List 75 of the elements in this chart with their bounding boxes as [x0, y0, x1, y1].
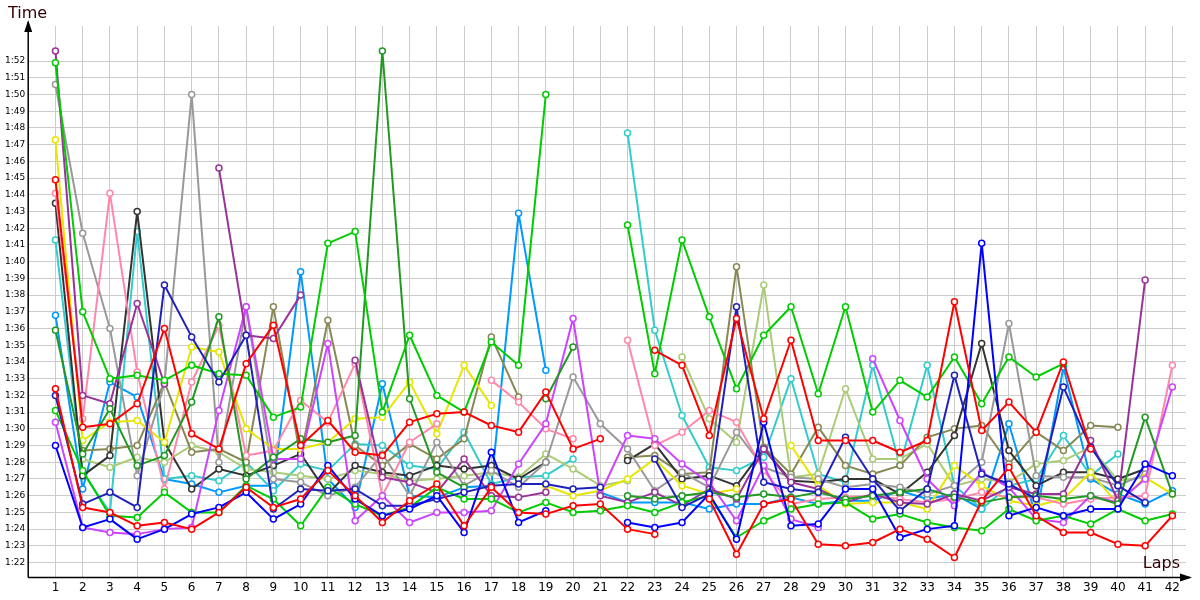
y-tick-label: 1:43 [4, 205, 26, 216]
y-tick-label: 1:39 [4, 272, 26, 283]
x-tick-label: 40 [1110, 579, 1126, 594]
x-tick-label: 15 [429, 579, 445, 594]
x-tick-label: 5 [160, 579, 169, 594]
x-tick-label: 38 [1055, 579, 1072, 594]
y-tick-label: 1:26 [4, 490, 26, 501]
x-tick-label: 21 [592, 579, 608, 594]
x-tick-label: 35 [974, 579, 990, 594]
y-tick-label: 1:41 [4, 239, 26, 250]
y-tick-label: 1:44 [4, 189, 26, 200]
y-tick-label: 1:52 [4, 55, 26, 66]
x-tick-label: 32 [892, 579, 908, 594]
x-tick-label: 20 [565, 579, 581, 594]
y-tick-label: 1:27 [4, 473, 26, 484]
y-tick-label: 1:38 [4, 289, 26, 300]
y-tick-label: 1:34 [4, 356, 26, 367]
x-tick-label: 30 [837, 579, 854, 594]
x-tick-label: 16 [456, 579, 472, 594]
x-tick-label: 10 [292, 579, 309, 594]
x-tick-label: 3 [106, 579, 114, 594]
y-tick-label: 1:42 [4, 222, 26, 233]
y-tick-label: 1:50 [4, 88, 26, 99]
y-tick-label: 1:28 [4, 456, 26, 467]
y-tick-label: 1:46 [4, 155, 26, 166]
y-tick-label: 1:24 [4, 523, 26, 534]
x-tick-label: 27 [756, 579, 772, 594]
x-tick-label: 31 [865, 579, 881, 594]
x-tick-label: 12 [347, 579, 363, 594]
x-tick-label: 1 [51, 579, 60, 594]
y-tick-label: 1:47 [4, 139, 26, 150]
y-tick-label: 1:25 [4, 506, 26, 517]
x-axis-title: Laps [1142, 552, 1180, 572]
x-tick-label: 8 [242, 579, 250, 594]
x-tick-label: 41 [1137, 579, 1153, 594]
x-tick-label: 9 [269, 579, 278, 594]
x-tick-label: 37 [1028, 579, 1044, 594]
x-tick-label: 24 [674, 579, 690, 594]
x-tick-label: 2 [78, 579, 87, 594]
y-tick-label: 1:32 [4, 389, 26, 400]
x-tick-label: 14 [401, 579, 418, 594]
x-tick-label: 11 [320, 579, 336, 594]
x-tick-label: 7 [215, 579, 223, 594]
x-tick-label: 28 [783, 579, 799, 594]
x-tick-label: 34 [946, 579, 963, 594]
x-tick-label: 29 [810, 579, 826, 594]
y-tick-label: 1:33 [4, 373, 26, 384]
y-tick-label: 1:51 [4, 72, 26, 83]
y-tick-label: 1:30 [4, 423, 26, 434]
x-tick-label: 22 [619, 579, 636, 594]
x-tick-label: 33 [919, 579, 935, 594]
x-tick-label: 39 [1083, 579, 1099, 594]
x-tick-label: 23 [647, 579, 663, 594]
y-tick-label: 1:49 [4, 105, 26, 116]
y-tick-label: 1:29 [4, 439, 26, 450]
x-tick-label: 18 [510, 579, 527, 594]
x-tick-label: 26 [728, 579, 745, 594]
y-tick-label: 1:40 [4, 256, 26, 267]
x-tick-label: 13 [374, 579, 390, 594]
x-tick-label: 6 [187, 579, 196, 594]
y-tick-label: 1:23 [4, 540, 26, 551]
x-tick-label: 17 [483, 579, 499, 594]
x-tick-label: 25 [701, 579, 717, 594]
x-tick-label: 36 [1001, 579, 1017, 594]
x-tick-label: 42 [1164, 579, 1181, 594]
y-tick-label: 1:36 [4, 322, 26, 333]
y-tick-label: 1:37 [4, 306, 26, 317]
y-tick-label: 1:31 [4, 406, 26, 417]
y-tick-label: 1:35 [4, 339, 26, 350]
y-tick-label: 1:45 [4, 172, 26, 183]
x-tick-label: 19 [538, 579, 554, 594]
y-axis-title: Time [7, 3, 48, 23]
x-tick-label: 4 [133, 579, 141, 594]
y-tick-label: 1:22 [4, 556, 26, 567]
y-tick-label: 1:48 [4, 122, 26, 133]
